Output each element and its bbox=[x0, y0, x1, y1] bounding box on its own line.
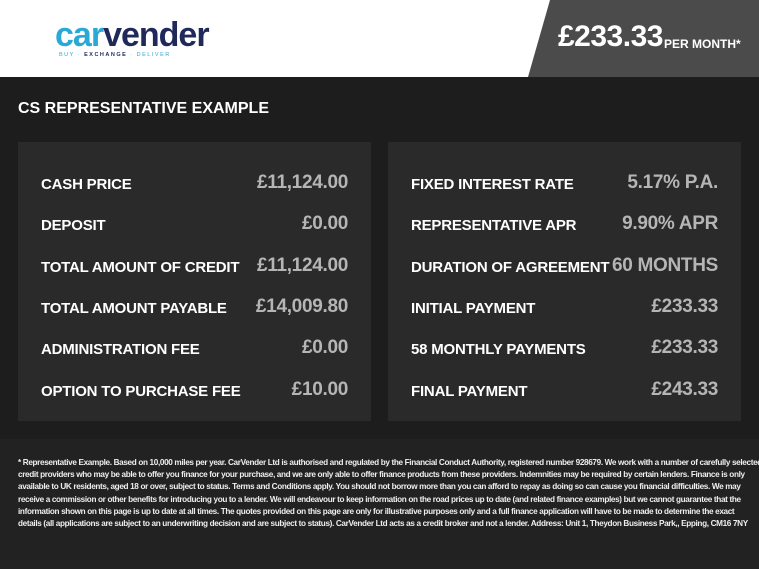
finance-row: CASH PRICE £11,124.00 bbox=[41, 170, 348, 194]
finance-value: £233.33 bbox=[651, 337, 718, 359]
disclaimer-text: * Representative Example. Based on 10,00… bbox=[18, 457, 759, 530]
finance-row: FIXED INTEREST RATE 5.17% P.A. bbox=[411, 170, 718, 194]
finance-row: FINAL PAYMENT £243.33 bbox=[411, 377, 718, 401]
finance-row: INITIAL PAYMENT £233.33 bbox=[411, 294, 718, 318]
finance-label: TOTAL AMOUNT OF CREDIT bbox=[41, 258, 240, 276]
finance-label: TOTAL AMOUNT PAYABLE bbox=[41, 299, 227, 317]
finance-label: FINAL PAYMENT bbox=[411, 382, 528, 400]
finance-panel-right: FIXED INTEREST RATE 5.17% P.A. REPRESENTAT… bbox=[388, 142, 741, 421]
disclaimer-line: * Representative Example. Based on 10,00… bbox=[18, 458, 759, 467]
finance-label: DEPOSIT bbox=[41, 217, 106, 235]
finance-row: DEPOSIT £0.00 bbox=[41, 211, 348, 235]
finance-value: 9.90% APR bbox=[622, 213, 718, 235]
finance-label: CASH PRICE bbox=[41, 176, 132, 193]
monthly-price-box: £233.33 PER MONTH* bbox=[528, 0, 759, 77]
logo-tagline: BUY · EXCHANGE · DELIVER bbox=[59, 52, 171, 58]
finance-label: REPRESENTATIVE APR bbox=[411, 217, 577, 235]
finance-value: £10.00 bbox=[291, 378, 349, 400]
finance-value: 5.17% P.A. bbox=[627, 172, 718, 193]
finance-label: INITIAL PAYMENT bbox=[411, 299, 536, 317]
finance-label: FIXED INTEREST RATE bbox=[411, 176, 574, 193]
finance-row: TOTAL AMOUNT PAYABLE £14,009.80 bbox=[41, 294, 348, 318]
finance-label: ADMINISTRATION FEE bbox=[41, 341, 200, 359]
finance-row: DURATION OF AGREEMENT 60 MONTHS bbox=[411, 253, 718, 277]
disclaimer-footer: * Representative Example. Based on 10,00… bbox=[0, 439, 759, 569]
finance-value: £233.33 bbox=[651, 295, 718, 317]
finance-value: £0.00 bbox=[301, 337, 348, 359]
disclaimer-line: receive a commission or other benefits f… bbox=[18, 494, 741, 504]
finance-label: DURATION OF AGREEMENT bbox=[411, 258, 610, 276]
header: carvender BUY · EXCHANGE · DELIVER £233.… bbox=[0, 0, 759, 77]
finance-row: OPTION TO PURCHASE FEE £10.00 bbox=[41, 377, 348, 401]
disclaimer-line: credit providers who may be able to offe… bbox=[18, 470, 745, 480]
per-month-label: PER MONTH* bbox=[664, 37, 741, 51]
section-title: CS REPRESENTATIVE EXAMPLE bbox=[18, 100, 269, 117]
finance-row: REPRESENTATIVE APR 9.90% APR bbox=[411, 211, 718, 235]
finance-row: 58 MONTHLY PAYMENTS £233.33 bbox=[411, 335, 718, 359]
logo-text-vender: vender bbox=[103, 16, 209, 54]
disclaimer-line: details (all applications are subject to… bbox=[18, 519, 748, 529]
monthly-price: £233.33 bbox=[558, 20, 663, 53]
carvender-logo[interactable]: carvender BUY · EXCHANGE · DELIVER bbox=[55, 16, 210, 58]
finance-value: £11,124.00 bbox=[256, 172, 348, 193]
finance-value: £14,009.80 bbox=[255, 295, 348, 317]
finance-row: TOTAL AMOUNT OF CREDIT £11,124.00 bbox=[41, 253, 348, 277]
logo-text-car: car bbox=[55, 16, 104, 54]
disclaimer-line: available to UK residents, aged 18 or ov… bbox=[18, 482, 741, 492]
finance-label: OPTION TO PURCHASE FEE bbox=[41, 382, 241, 400]
finance-value: £11,124.00 bbox=[256, 254, 348, 276]
finance-row: ADMINISTRATION FEE £0.00 bbox=[41, 335, 348, 359]
finance-value: 60 MONTHS bbox=[611, 254, 718, 276]
finance-value: £243.33 bbox=[651, 378, 718, 400]
finance-panel-left: CASH PRICE £11,124.00 DEPOSIT £0.00 TOTAL AM… bbox=[18, 142, 371, 421]
disclaimer-line: information shown on this page is up to … bbox=[18, 506, 735, 516]
finance-label: 58 MONTHLY PAYMENTS bbox=[411, 341, 586, 359]
finance-value: £0.00 bbox=[301, 213, 348, 235]
